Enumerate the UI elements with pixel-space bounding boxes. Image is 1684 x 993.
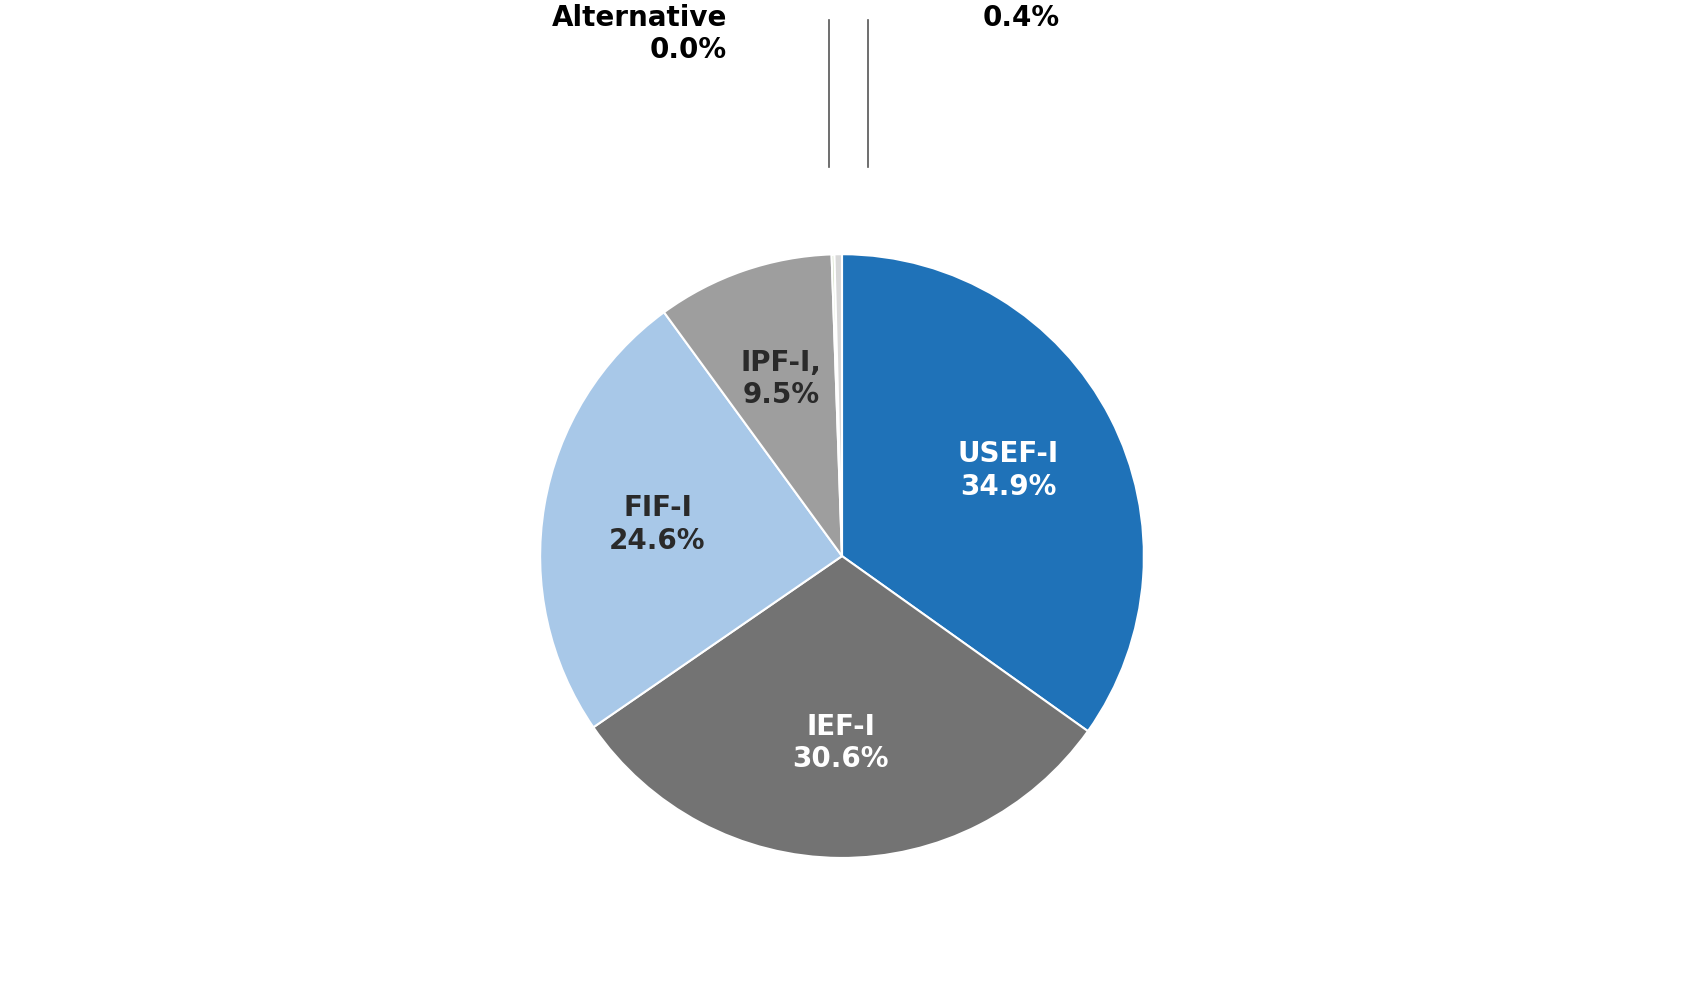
Wedge shape — [663, 254, 842, 556]
Wedge shape — [541, 312, 842, 727]
Wedge shape — [832, 254, 842, 556]
Text: IPF-I,
9.5%: IPF-I, 9.5% — [741, 349, 822, 409]
Wedge shape — [593, 556, 1088, 858]
Text: MAF-I
Alternative
0.0%: MAF-I Alternative 0.0% — [551, 0, 727, 64]
Text: Cash
0.4%: Cash 0.4% — [983, 0, 1059, 32]
Text: USEF-I
34.9%: USEF-I 34.9% — [958, 440, 1059, 500]
Wedge shape — [842, 254, 1143, 731]
Text: IEF-I
30.6%: IEF-I 30.6% — [791, 713, 889, 774]
Text: FIF-I
24.6%: FIF-I 24.6% — [610, 495, 706, 555]
Wedge shape — [835, 254, 842, 556]
